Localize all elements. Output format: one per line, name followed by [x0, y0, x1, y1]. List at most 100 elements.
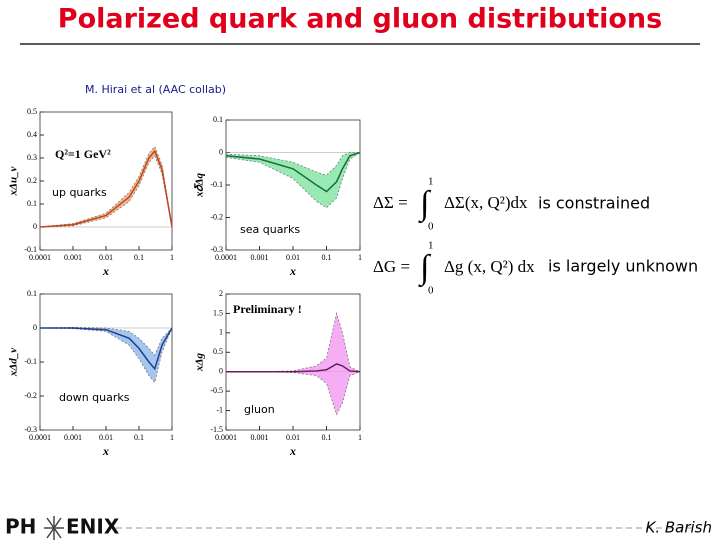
- x-tick-label: 0.01: [286, 253, 300, 262]
- eq-lower: 0: [428, 285, 434, 297]
- integral-sign: ∫: [418, 249, 432, 288]
- y-tick-label: 0.5: [27, 107, 37, 116]
- equation-2: ΔG = ∫ 1 0 Δg (x, Q²) dx: [373, 240, 535, 297]
- y-tick-label: -0.2: [24, 391, 37, 400]
- logo-text: PH: [5, 515, 36, 539]
- y-tick-label: 0: [33, 222, 37, 231]
- y-tick-label: 0: [219, 147, 223, 156]
- integral-sign: ∫: [418, 185, 432, 224]
- y-tick-label: -0.1: [210, 180, 223, 189]
- plot-frame: [39, 111, 173, 251]
- author: K. Barish: [645, 519, 712, 537]
- x-tick-label: 0.001: [251, 253, 269, 262]
- equation-1: ΔΣ = ∫ 1 0 ΔΣ(x, Q²)dx: [373, 176, 528, 233]
- x-axis-label: x: [289, 264, 296, 278]
- panel-label: gluon: [244, 403, 275, 416]
- x-tick-label: 1: [358, 433, 362, 442]
- y-tick-label: 0.2: [27, 176, 37, 185]
- x-tick-label: 0.0001: [29, 433, 51, 442]
- error-band: [226, 152, 360, 208]
- x-tick-label: 0.001: [64, 253, 82, 262]
- eq-integrand: ΔΣ(x, Q²)dx: [444, 193, 528, 212]
- y-tick-label: 0: [219, 367, 223, 376]
- y-axis-label: xΔd_v: [8, 348, 20, 377]
- x-axis-label: x: [102, 264, 109, 278]
- x-tick-label: 0.01: [286, 433, 300, 442]
- y-tick-label: 0.1: [27, 289, 37, 298]
- x-tick-label: 0.1: [322, 253, 332, 262]
- band-edge: [39, 327, 173, 384]
- eq-lhs: ΔG =: [373, 257, 410, 276]
- central-line: [39, 149, 173, 228]
- y-tick-label: -0.1: [24, 357, 37, 366]
- y-tick-label: 1.5: [213, 308, 223, 317]
- logo: PH ENIX: [5, 515, 120, 540]
- panel-label: up quarks: [52, 186, 107, 199]
- band-edge: [39, 145, 173, 228]
- y-tick-label: -1: [216, 405, 223, 414]
- eq-lhs: ΔΣ =: [373, 193, 408, 212]
- logo-star: [44, 516, 64, 540]
- y-tick-label: 1: [219, 328, 223, 337]
- band-edge: [225, 152, 361, 209]
- y-tick-label: -1.5: [210, 425, 223, 434]
- annotation: Q²=1 GeV²: [55, 147, 111, 161]
- x-tick-label: 0.001: [251, 433, 269, 442]
- annotation: Preliminary !: [233, 302, 302, 316]
- eq-integrand: Δg (x, Q²) dx: [444, 257, 535, 276]
- x-tick-label: 0.01: [99, 253, 113, 262]
- y-axis-label: xΔu_v: [8, 166, 20, 196]
- y-tick-label: -0.2: [210, 212, 223, 221]
- x-tick-label: 1: [170, 433, 174, 442]
- x-tick-label: 0.001: [64, 433, 82, 442]
- y-tick-label: 2: [219, 289, 223, 298]
- y-tick-label: 0.4: [27, 130, 37, 139]
- y-tick-label: 0.3: [27, 153, 37, 162]
- panel-label-box: [55, 390, 134, 406]
- logo-text: ENIX: [66, 515, 120, 539]
- central-line: [226, 363, 361, 373]
- central-line: [40, 327, 173, 371]
- eq-lower: 0: [428, 221, 434, 233]
- y-tick-label: -0.5: [210, 386, 223, 395]
- y-tick-label: 0.1: [213, 115, 223, 124]
- eq-note: is largely unknown: [548, 257, 698, 276]
- title: Polarized quark and gluon distributions: [58, 4, 662, 35]
- x-tick-label: 0.1: [134, 433, 144, 442]
- x-tick-label: 1: [170, 253, 174, 262]
- eq-note: is constrained: [538, 194, 650, 213]
- panel-label-box: [240, 402, 279, 418]
- x-tick-label: 0.01: [99, 433, 113, 442]
- y-tick-label: 0: [33, 323, 37, 332]
- panel-label-box: [236, 222, 305, 238]
- x-tick-label: 1: [358, 253, 362, 262]
- panel-label: sea quarks: [240, 223, 300, 236]
- x-tick-label: 0.0001: [215, 433, 237, 442]
- x-tick-label: 0.0001: [29, 253, 51, 262]
- panel-label: down quarks: [59, 391, 130, 404]
- y-tick-label: -0.3: [210, 245, 223, 254]
- y-tick-label: -0.1: [24, 245, 37, 254]
- error-band: [226, 313, 360, 415]
- citation: M. Hirai et al (AAC collab): [85, 83, 226, 96]
- band-edge: [225, 152, 360, 176]
- y-tick-label: -0.3: [24, 425, 37, 434]
- band-edge: [39, 154, 173, 228]
- y-tick-label: 0.5: [213, 347, 223, 356]
- band-edge: [39, 326, 173, 356]
- x-axis-label: x: [102, 444, 109, 458]
- x-axis-label: x: [289, 444, 296, 458]
- y-tick-label: 0.1: [27, 199, 37, 208]
- x-tick-label: 0.0001: [215, 253, 237, 262]
- x-tick-label: 0.1: [134, 253, 144, 262]
- eq-upper: 1: [428, 176, 434, 188]
- central-line: [225, 151, 361, 193]
- error-band: [40, 327, 172, 383]
- y-axis-label: x𝛿Δq: [194, 173, 206, 198]
- eq-upper: 1: [428, 240, 434, 252]
- x-tick-label: 0.1: [322, 433, 332, 442]
- y-axis-label: xΔg: [194, 353, 206, 372]
- panel-label-box: [48, 185, 111, 201]
